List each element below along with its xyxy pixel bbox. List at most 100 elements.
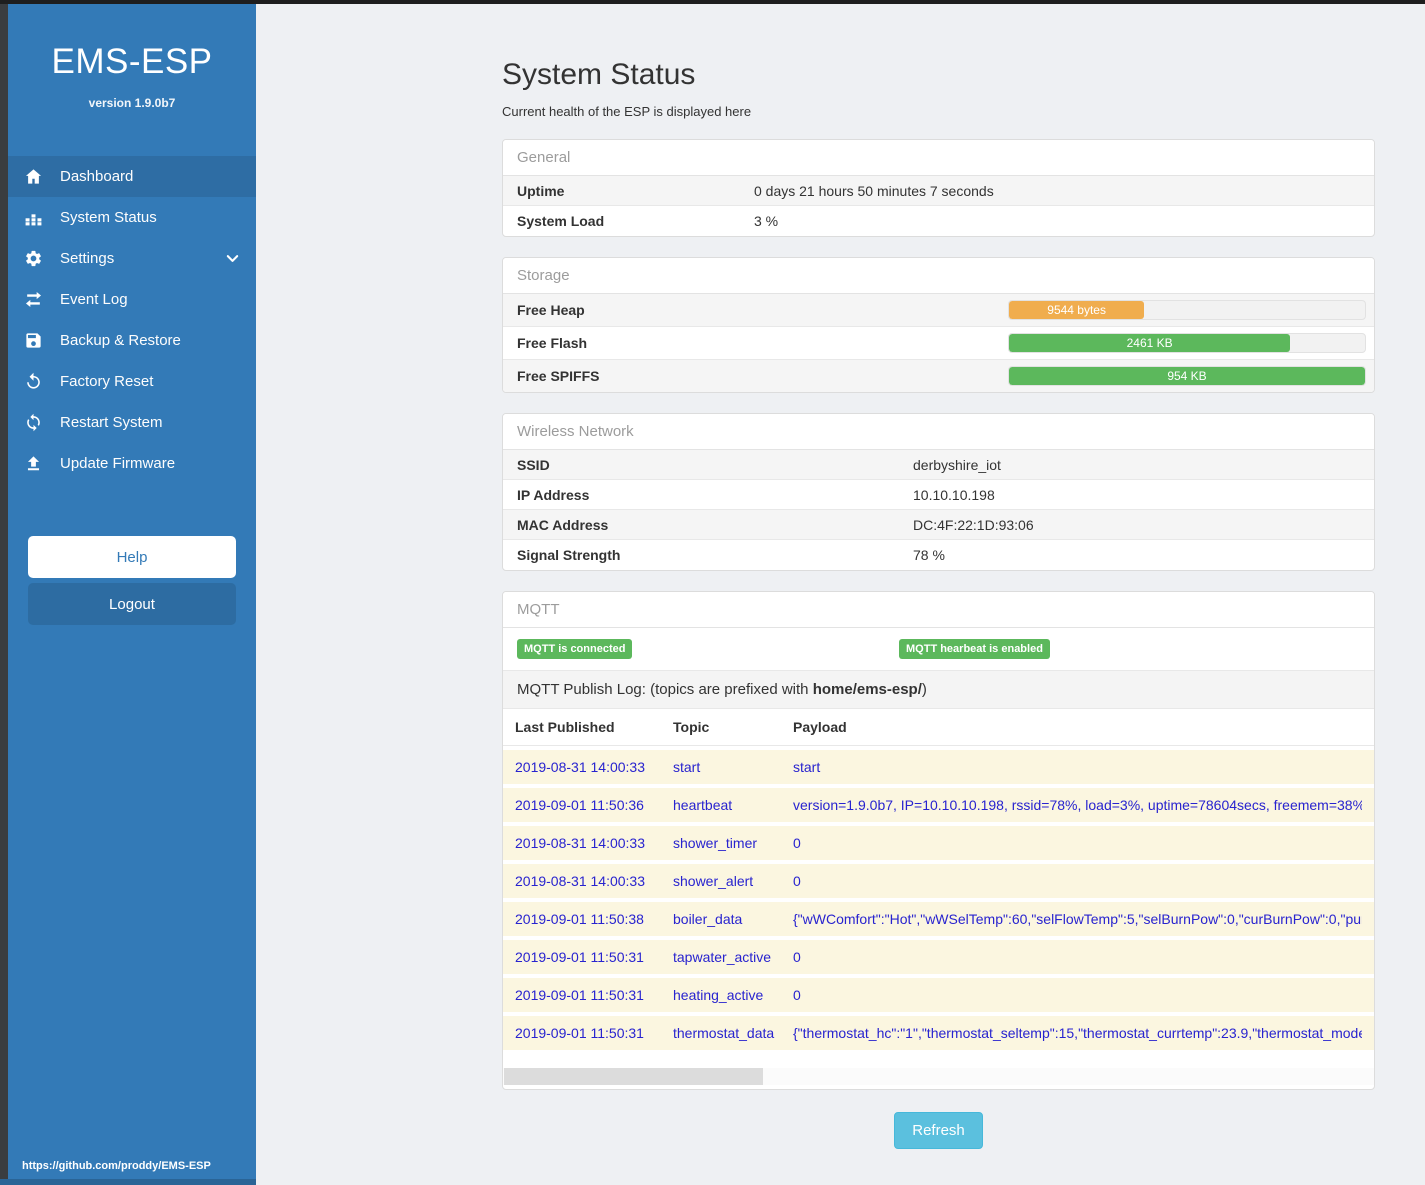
table-row: Free Flash 2461 KB xyxy=(503,327,1374,360)
cell-last-published: 2019-08-31 14:00:33 xyxy=(515,835,645,851)
cell-payload: version=1.9.0b7, IP=10.10.10.198, rssid=… xyxy=(793,797,1362,813)
sync-icon xyxy=(24,413,43,432)
sidebar-item-label: Update Firmware xyxy=(60,455,176,472)
table-row: 2019-08-31 14:00:33 shower_alert 0 xyxy=(503,860,1374,898)
row-label: Signal Strength xyxy=(517,547,621,563)
panel-wireless-body: SSID derbyshire_iot IP Address 10.10.10.… xyxy=(503,450,1374,570)
row-value: 78 % xyxy=(913,547,945,563)
row-value: DC:4F:22:1D:93:06 xyxy=(913,516,1034,533)
cell-payload: 0 xyxy=(793,873,801,889)
cell-payload: 0 xyxy=(793,987,801,1003)
help-button[interactable]: Help xyxy=(28,536,236,578)
mqtt-heartbeat-badge: MQTT hearbeat is enabled xyxy=(899,639,1050,659)
column-header: Payload xyxy=(793,719,847,735)
sidebar-bottom-strip xyxy=(0,1179,256,1185)
sidebar-item-restart-system[interactable]: Restart System xyxy=(8,402,256,443)
app-version: version 1.9.0b7 xyxy=(88,96,176,110)
row-label: IP Address xyxy=(517,486,590,503)
mqtt-connected-badge: MQTT is connected xyxy=(517,639,633,659)
table-row: 2019-08-31 14:00:33 shower_timer 0 xyxy=(503,822,1374,860)
sidebar-item-label: Backup & Restore xyxy=(60,332,181,349)
sidebar-item-update-firmware[interactable]: Update Firmware xyxy=(8,443,256,484)
mqtt-log-table: Last Published Topic Payload 2019-08-31 … xyxy=(503,709,1374,1085)
sidebar-item-factory-reset[interactable]: Factory Reset xyxy=(8,361,256,402)
table-row: Uptime 0 days 21 hours 50 minutes 7 seco… xyxy=(503,176,1374,206)
table-row: 2019-08-31 14:00:33 start start xyxy=(503,746,1374,784)
scrollbar-thumb[interactable] xyxy=(504,1068,763,1085)
sidebar-item-system-status[interactable]: System Status xyxy=(8,197,256,238)
column-header: Topic xyxy=(673,719,710,735)
refresh-container: Refresh xyxy=(502,1112,1375,1149)
panel-mqtt: MQTT MQTT is connected MQTT hearbeat is … xyxy=(502,591,1375,1090)
refresh-button[interactable]: Refresh xyxy=(894,1112,983,1149)
app-title: EMS-ESP xyxy=(51,42,213,81)
cell-payload: 0 xyxy=(793,835,801,851)
equalizer-icon xyxy=(24,208,43,227)
brand: EMS-ESP version 1.9.0b7 xyxy=(8,0,256,110)
row-value: derbyshire_iot xyxy=(913,456,1001,473)
panel-general-title: General xyxy=(503,140,1374,176)
logout-button[interactable]: Logout xyxy=(28,583,236,625)
panel-general: General Uptime 0 days 21 hours 50 minute… xyxy=(502,139,1375,237)
cell-topic: heartbeat xyxy=(673,797,733,813)
progress-fill: 9544 bytes xyxy=(1009,301,1145,319)
column-header: Last Published xyxy=(515,719,615,735)
sidebar: EMS-ESP version 1.9.0b7 Dashboard System… xyxy=(0,0,256,1185)
table-row: 2019-09-01 11:50:31 thermostat_data {"th… xyxy=(503,1012,1374,1050)
panel-storage-body: Free Heap 9544 bytes Free Flash 2461 KB … xyxy=(503,294,1374,392)
row-label: Uptime xyxy=(517,182,565,199)
horizontal-scrollbar xyxy=(503,1068,1374,1085)
table-row: IP Address 10.10.10.198 xyxy=(503,480,1374,510)
panel-wireless: Wireless Network SSID derbyshire_iot IP … xyxy=(502,413,1375,571)
github-link[interactable]: https://github.com/proddy/EMS-ESP xyxy=(22,1160,211,1172)
sidebar-buttons: Help Logout xyxy=(28,536,236,625)
sidebar-item-label: Dashboard xyxy=(60,168,134,185)
caption-prefix: MQTT Publish Log: (topics are prefixed w… xyxy=(517,681,813,698)
sidebar-item-backup-restore[interactable]: Backup & Restore xyxy=(8,320,256,361)
spacer xyxy=(503,1050,1374,1068)
cell-topic: thermostat_data xyxy=(673,1025,775,1041)
cell-last-published: 2019-09-01 11:50:38 xyxy=(515,911,644,927)
mqtt-publish-log-caption: MQTT Publish Log: (topics are prefixed w… xyxy=(503,670,1374,709)
cell-topic: shower_alert xyxy=(673,873,754,889)
row-label: Free Heap xyxy=(517,302,585,318)
home-icon xyxy=(24,167,43,186)
table-row: 2019-09-01 11:50:36 heartbeat version=1.… xyxy=(503,784,1374,822)
table-row: 2019-09-01 11:50:31 heating_active 0 xyxy=(503,974,1374,1012)
cell-last-published: 2019-09-01 11:50:31 xyxy=(515,949,644,965)
upload-icon xyxy=(24,454,43,473)
panel-mqtt-title: MQTT xyxy=(503,592,1374,628)
page-subtitle: Current health of the ESP is displayed h… xyxy=(502,104,752,119)
panel-general-body: Uptime 0 days 21 hours 50 minutes 7 seco… xyxy=(503,176,1374,236)
table-row: 2019-09-01 11:50:31 tapwater_active 0 xyxy=(503,936,1374,974)
row-label: Free Flash xyxy=(517,335,588,351)
table-row: Free Heap 9544 bytes xyxy=(503,294,1374,327)
main-content: System Status Current health of the ESP … xyxy=(256,4,1425,1185)
cell-payload: start xyxy=(793,759,821,775)
row-value: 3 % xyxy=(754,213,779,229)
cell-last-published: 2019-08-31 14:00:33 xyxy=(515,873,645,889)
row-label: SSID xyxy=(517,456,550,473)
sidebar-item-event-log[interactable]: Event Log xyxy=(8,279,256,320)
top-border xyxy=(0,0,1425,4)
cell-topic: boiler_data xyxy=(673,911,743,927)
free-heap-progressbar: 9544 bytes xyxy=(1008,300,1366,320)
cell-payload: {"thermostat_hc":"1","thermostat_seltemp… xyxy=(793,1025,1362,1041)
cell-payload: {"wWComfort":"Hot","wWSelTemp":60,"selFl… xyxy=(793,911,1362,927)
row-label: System Load xyxy=(517,213,605,229)
sidebar-item-label: Factory Reset xyxy=(60,373,154,390)
cell-topic: shower_timer xyxy=(673,835,758,851)
sidebar-item-label: Settings xyxy=(60,250,115,267)
free-flash-progressbar: 2461 KB xyxy=(1008,333,1366,353)
chevron-down-icon xyxy=(225,251,240,266)
panel-storage-title: Storage xyxy=(503,258,1374,294)
sidebar-item-settings[interactable]: Settings xyxy=(8,238,256,279)
sidebar-item-dashboard[interactable]: Dashboard xyxy=(8,156,256,197)
caption-topic-prefix: home/ems-esp/ xyxy=(812,681,922,698)
cell-last-published: 2019-09-01 11:50:31 xyxy=(515,987,644,1003)
gear-icon xyxy=(24,249,43,268)
table-row: System Load 3 % xyxy=(503,206,1374,236)
progress-fill: 954 KB xyxy=(1009,367,1365,385)
progress-fill: 2461 KB xyxy=(1009,334,1291,352)
sidebar-nav: Dashboard System Status Settings xyxy=(8,156,256,484)
